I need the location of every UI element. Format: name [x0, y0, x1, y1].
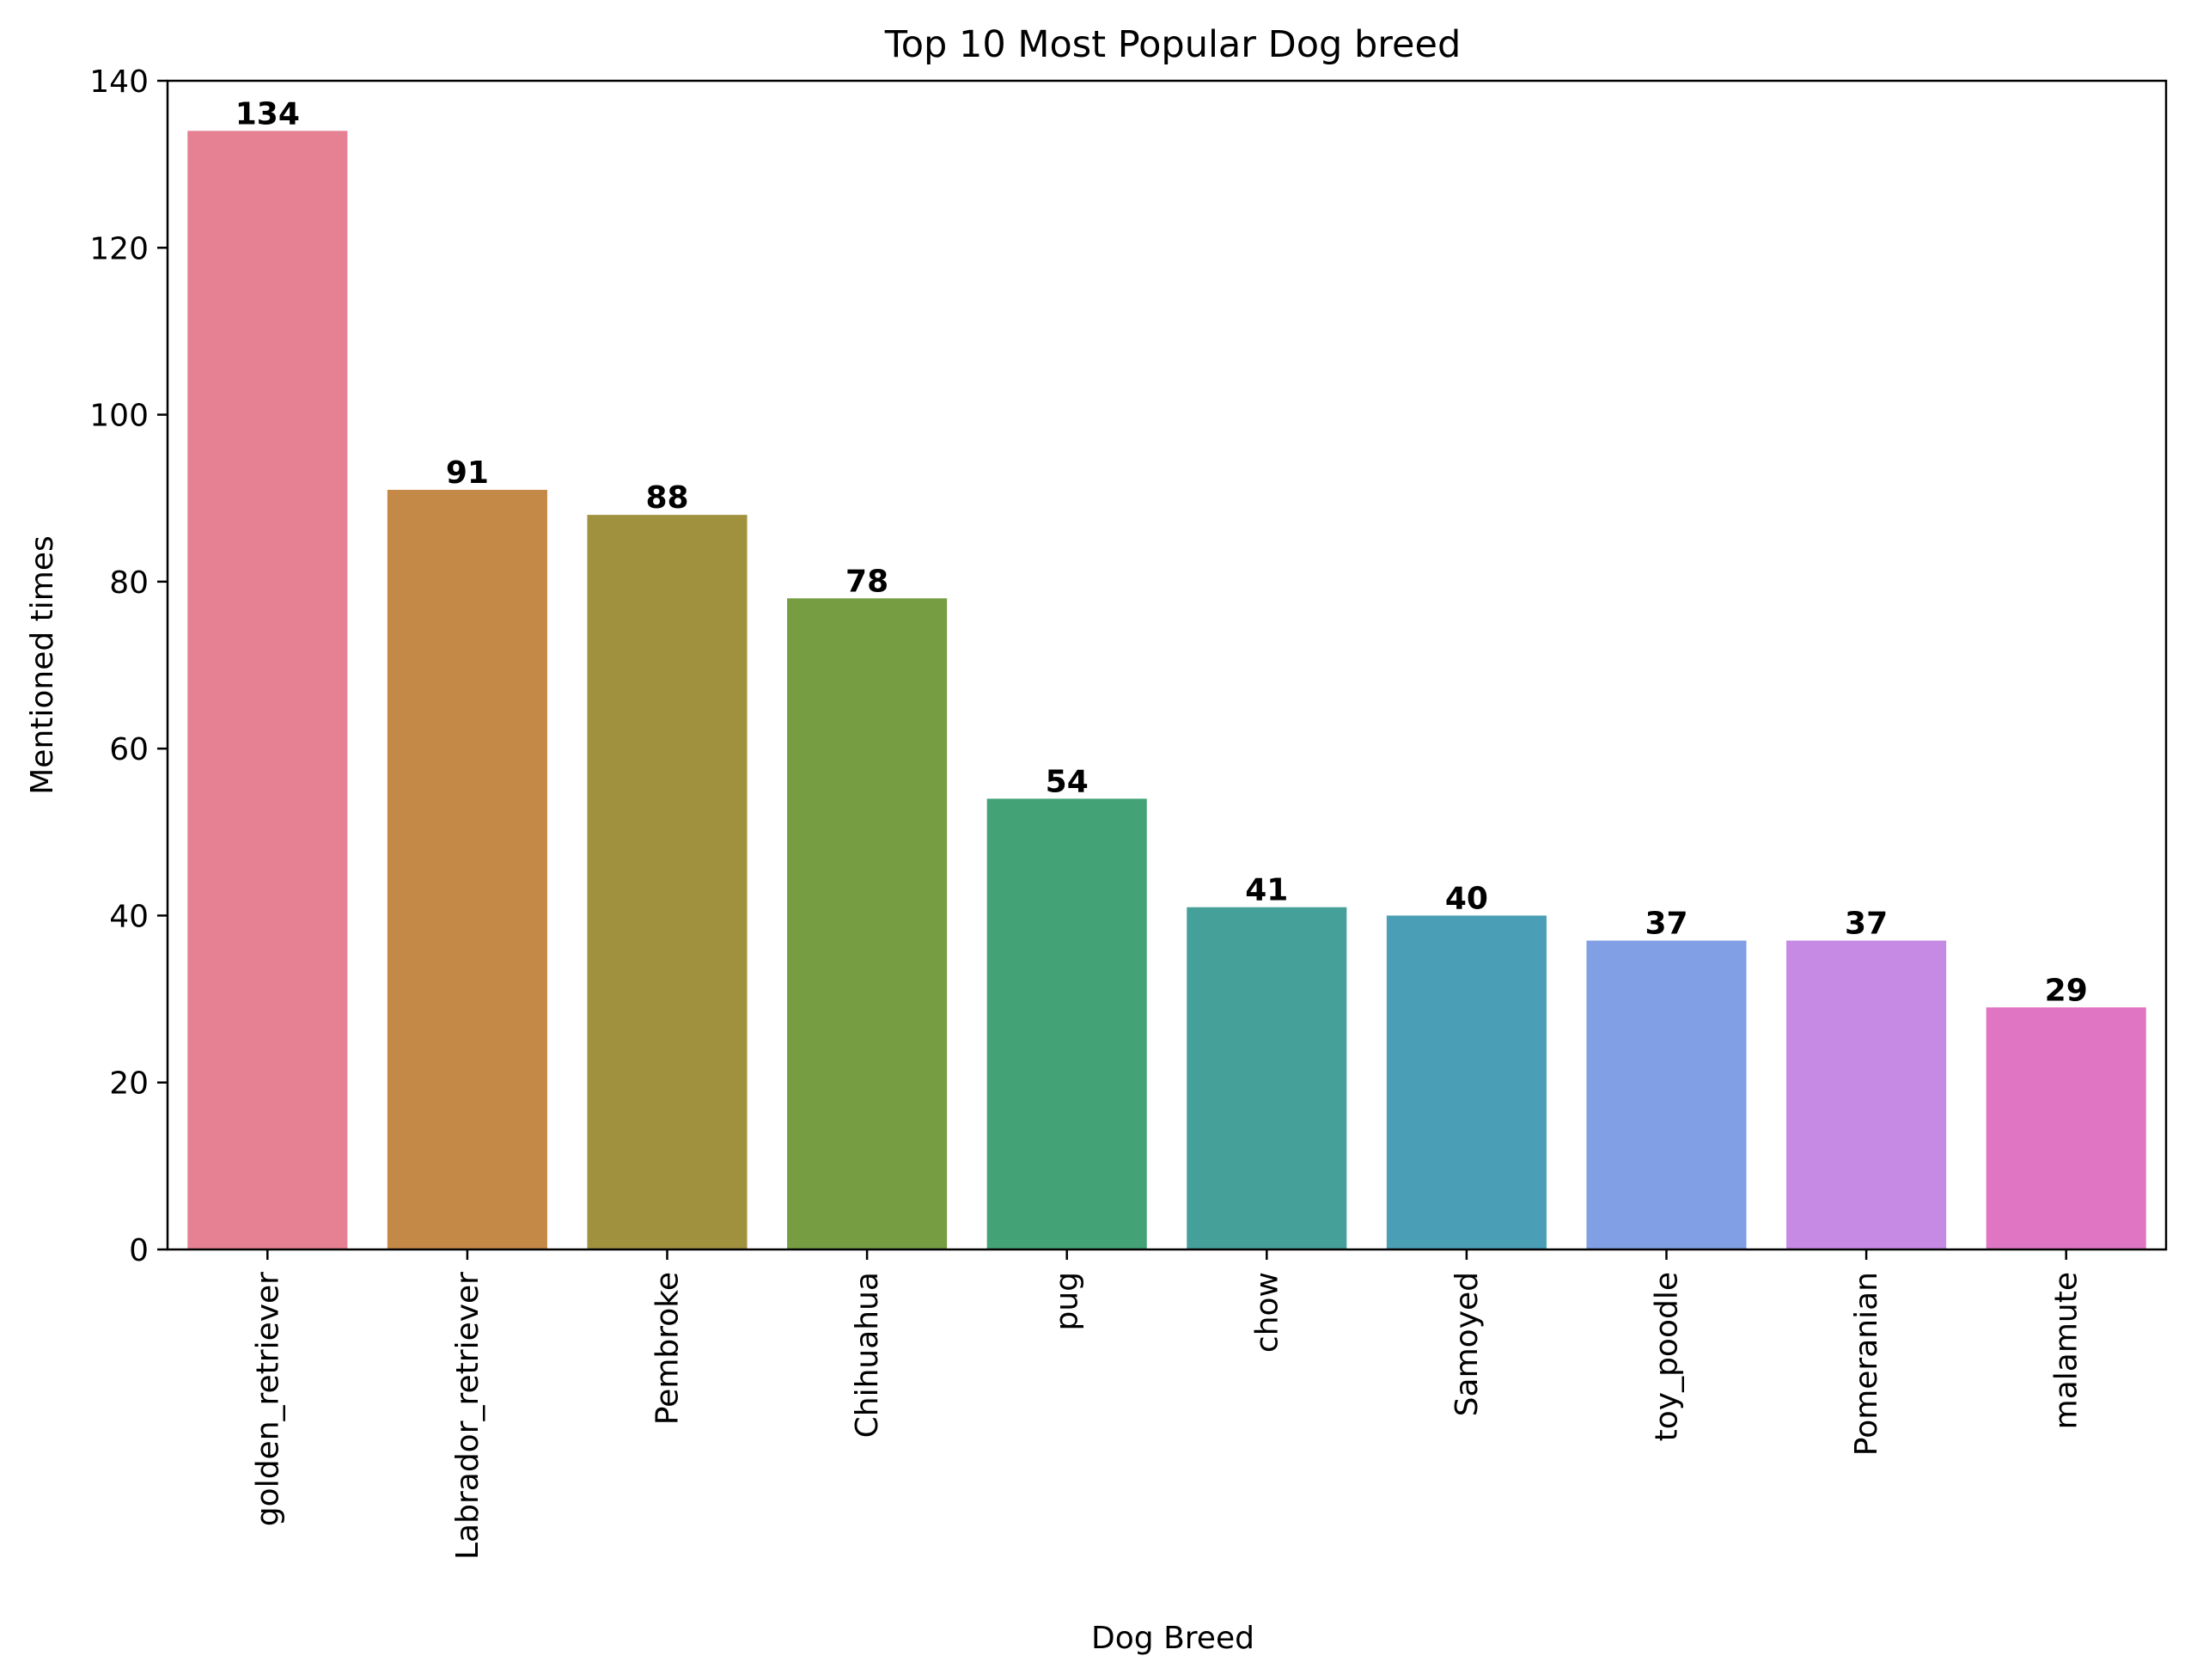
x-tick-label: toy_poodle [1650, 1272, 1685, 1441]
bar-value-label: 37 [1845, 907, 1888, 942]
y-tick-label: 100 [89, 399, 149, 434]
bar-value-label: 91 [446, 455, 489, 491]
bar [1986, 1007, 2146, 1249]
bar [1786, 940, 1947, 1249]
x-tick-label: chow [1249, 1272, 1285, 1353]
x-tick-label: golden_retriever [250, 1272, 285, 1526]
bar [787, 598, 948, 1249]
bar [986, 798, 1147, 1249]
bar-value-label: 40 [1445, 881, 1488, 916]
x-axis-label: Dog Breed [1091, 1621, 1254, 1656]
x-axis: golden_retriever Labrador_retriever Pembro… [250, 1249, 2084, 1560]
bar-value-label: 78 [845, 564, 888, 599]
bar-value-label: 29 [2045, 973, 2088, 1008]
chart-title: Top 10 Most Popular Dog breed [884, 23, 1461, 66]
y-tick-label: 80 [109, 565, 149, 601]
y-tick-label: 60 [109, 732, 149, 767]
y-tick-label: 140 [89, 64, 149, 100]
x-tick-label: Chihuahua [850, 1272, 885, 1438]
y-tick-label: 40 [109, 899, 149, 934]
y-tick-label: 120 [89, 231, 149, 266]
x-tick-label: Pembroke [650, 1272, 686, 1425]
x-tick-label: Pomeranian [1849, 1272, 1884, 1456]
bar-value-label: 41 [1245, 873, 1288, 908]
y-tick-label: 0 [129, 1233, 149, 1268]
bar [387, 490, 547, 1249]
bar-value-label: 88 [645, 480, 688, 516]
y-axis-label: Mentioned times [25, 535, 60, 795]
bar [1386, 915, 1547, 1249]
plot-frame [166, 79, 2168, 1251]
bar-value-label: 37 [1645, 907, 1687, 942]
bar-value-label: 54 [1046, 764, 1089, 799]
bar [187, 131, 348, 1249]
bar [1586, 940, 1747, 1249]
bar [1187, 907, 1347, 1249]
y-axis: 0 20 40 60 80 100 120 140 [89, 64, 168, 1268]
value-labels-layer: 134 91 88 78 54 41 40 37 37 29 [235, 96, 2088, 1008]
y-tick-label: 20 [109, 1066, 149, 1102]
x-tick-label: malamute [2049, 1272, 2084, 1429]
x-tick-label: Samoyed [1449, 1272, 1485, 1416]
bar [587, 515, 748, 1249]
bars-layer [187, 131, 2146, 1249]
x-tick-label: Labrador_retriever [450, 1272, 485, 1560]
x-tick-label: pug [1050, 1272, 1085, 1331]
bar-value-label: 134 [235, 96, 300, 131]
